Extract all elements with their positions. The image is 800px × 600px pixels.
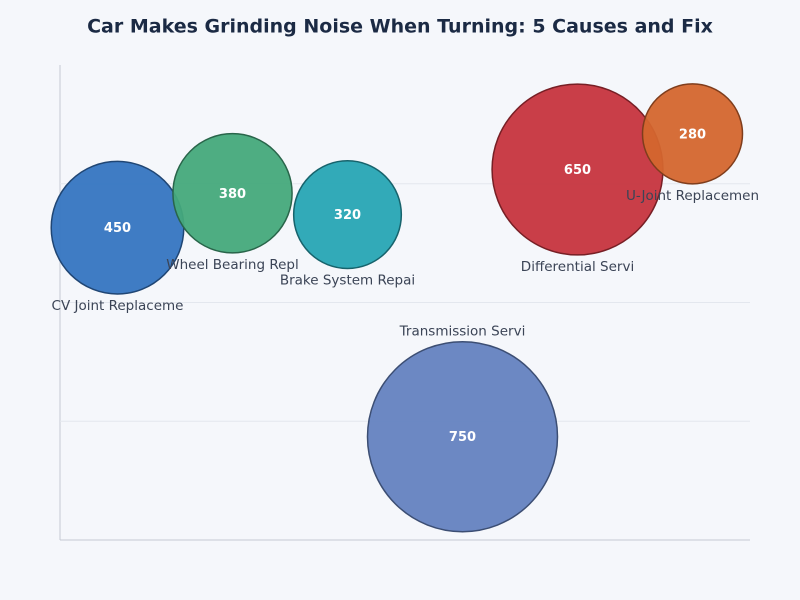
bubble-label: Wheel Bearing Repl [166,257,299,273]
bubble-label: CV Joint Replaceme [52,298,184,314]
value-label: 750 [449,430,476,445]
bubble [292,160,403,270]
bubble-label: U-Joint Replacemen [626,188,759,204]
value-label: 650 [564,163,591,178]
bubble [641,83,744,185]
value-label: 450 [104,221,131,236]
value-label: 320 [334,208,361,223]
value-label: 380 [219,187,246,202]
bubble [366,340,559,533]
bubble [172,132,293,254]
bubble-label: Brake System Repai [280,272,415,288]
bubble-label: Transmission Servi [399,324,526,340]
value-label: 280 [679,127,706,142]
bubble-label: Differential Servi [521,259,634,275]
chart-title: Car Makes Grinding Noise When Turning: 5… [87,16,713,38]
